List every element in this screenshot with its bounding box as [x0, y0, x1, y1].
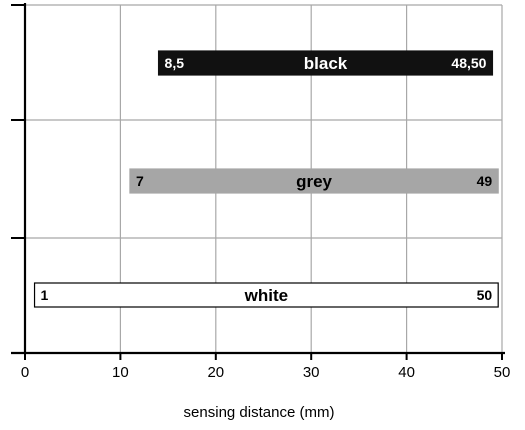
x-tick-label-20: 20 — [207, 364, 224, 381]
bars: 8,5 black 48,50 7 grey 49 1 white 50 — [33, 50, 499, 308]
bar-white-end-label: 50 — [477, 287, 493, 303]
bar-black: 8,5 black 48,50 — [157, 50, 494, 76]
x-tick-label-50: 50 — [494, 364, 511, 381]
x-tick-label-0: 0 — [21, 364, 29, 381]
bar-grey-rect — [129, 168, 499, 194]
bar-white-start-label: 1 — [41, 287, 49, 303]
bar-black-start-label: 8,5 — [165, 55, 185, 71]
bar-white-rect — [33, 282, 499, 308]
bar-black-name: black — [304, 54, 348, 73]
bar-white: 1 white 50 — [33, 282, 499, 308]
x-tick-label-30: 30 — [303, 364, 320, 381]
x-tick-label-40: 40 — [398, 364, 415, 381]
axes — [11, 3, 505, 360]
x-tick-label-10: 10 — [112, 364, 129, 381]
bar-black-rect — [157, 50, 494, 76]
x-tick-labels: 0 10 20 30 40 50 — [21, 364, 511, 381]
bar-grey-start-label: 7 — [136, 173, 144, 189]
bar-grey-end-label: 49 — [477, 173, 493, 189]
bar-white-name: white — [244, 286, 288, 305]
bar-grey-name: grey — [296, 172, 332, 191]
bar-black-end-label: 48,50 — [451, 55, 486, 71]
bar-grey: 7 grey 49 — [129, 168, 499, 194]
x-axis-label: sensing distance (mm) — [184, 404, 335, 421]
